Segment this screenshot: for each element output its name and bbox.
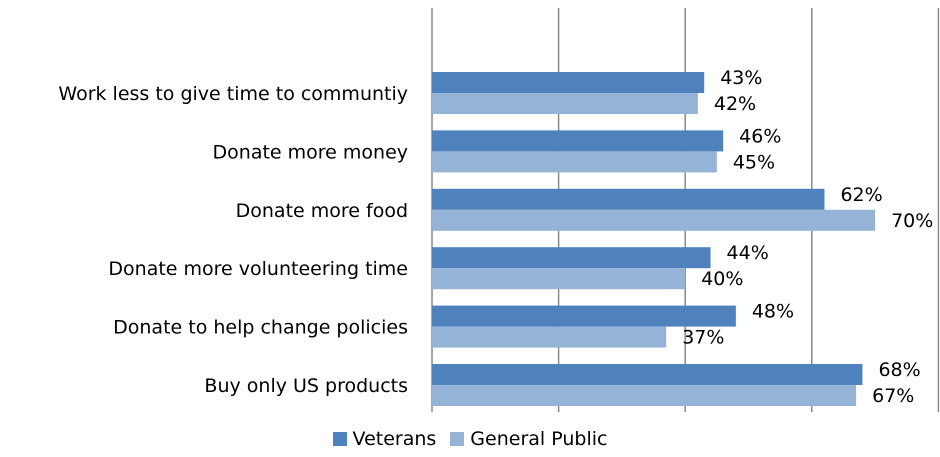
category-labels: Work less to give time to communtiy Donat… — [58, 83, 408, 397]
bar-general-public — [432, 385, 857, 406]
bar-chart: Work less to give time to communtiy Donat… — [58, 8, 940, 412]
data-label: 62% — [840, 184, 882, 206]
legend-item-general-public: General Public — [450, 428, 607, 450]
data-label: 67% — [872, 385, 914, 407]
category-label: Buy only US products — [204, 375, 408, 397]
bar-veterans — [432, 72, 705, 93]
bar-general-public — [432, 93, 698, 114]
legend-label-general-public: General Public — [470, 428, 608, 450]
bar-veterans — [432, 130, 724, 152]
bar-veterans — [432, 188, 825, 210]
legend: Veterans General Public — [0, 426, 940, 452]
bar-general-public — [432, 268, 686, 290]
data-label: 46% — [739, 125, 781, 147]
legend-swatch-general-public — [450, 432, 465, 446]
legend-label-veterans: Veterans — [352, 428, 437, 450]
bar-general-public — [432, 326, 667, 348]
bar-general-public — [432, 209, 876, 231]
category-label: Donate more money — [213, 141, 408, 163]
bar-general-public — [432, 151, 717, 173]
bar-veterans — [432, 247, 711, 269]
data-label: 44% — [727, 242, 769, 264]
data-labels: 43% 42% 46% 45% 62% 70% 44% 40% 48% 37% 68% 67% — [682, 67, 933, 407]
category-label: Donate to help change policies — [113, 317, 408, 339]
legend-swatch-veterans — [332, 432, 347, 446]
data-label: 40% — [701, 268, 743, 290]
data-label: 43% — [720, 67, 762, 89]
bars — [432, 72, 876, 406]
category-label: Donate more food — [236, 200, 408, 222]
category-label: Donate more volunteering time — [108, 258, 408, 280]
bar-veterans — [432, 305, 736, 327]
data-label: 42% — [714, 93, 756, 115]
data-label: 48% — [752, 301, 794, 323]
data-label: 45% — [733, 151, 775, 173]
bar-veterans — [432, 364, 863, 385]
data-label: 68% — [878, 359, 920, 381]
legend-item-veterans: Veterans — [332, 428, 437, 450]
data-label: 37% — [682, 327, 724, 349]
category-label: Work less to give time to communtiy — [58, 83, 408, 105]
data-label: 70% — [891, 210, 933, 232]
